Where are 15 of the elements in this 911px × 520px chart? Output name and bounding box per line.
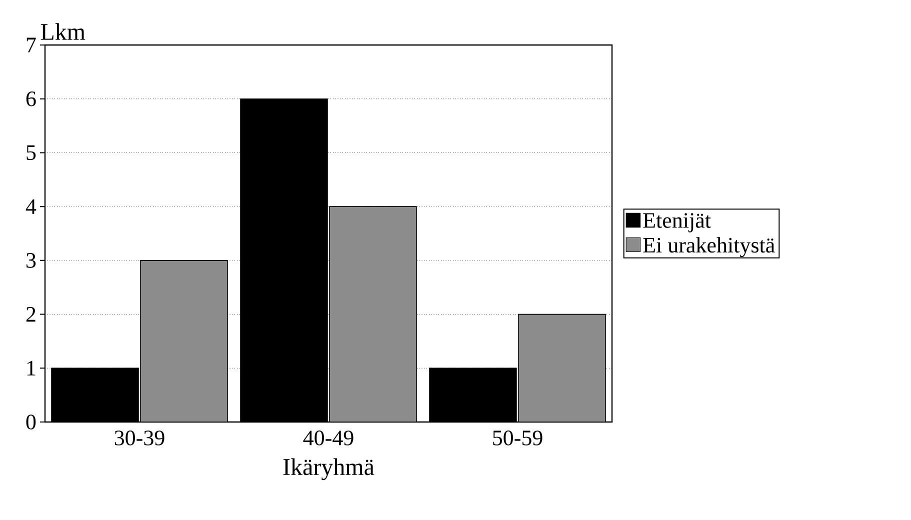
y-tick-label: 2	[26, 307, 36, 322]
y-tick-label: 0	[26, 414, 36, 430]
x-axis-title: Ikäryhmä	[283, 458, 374, 480]
x-tick-label: 30-39	[114, 430, 164, 446]
y-tick-label: 1	[27, 360, 36, 376]
y-tick-label: 6	[26, 91, 36, 106]
x-tick-label: 50-59	[493, 430, 542, 446]
legend-label: Etenijät	[643, 213, 711, 232]
y-axis-title: Lkm	[40, 23, 86, 40]
y-tick-label: 3	[26, 253, 36, 268]
y-tick-label: 4	[26, 199, 36, 214]
legend-label: Ei urakehitystä	[643, 237, 775, 258]
y-tick-label: 5	[26, 145, 36, 160]
x-tick-label: 40-49	[303, 430, 354, 446]
y-tick-label: 7	[26, 38, 36, 52]
